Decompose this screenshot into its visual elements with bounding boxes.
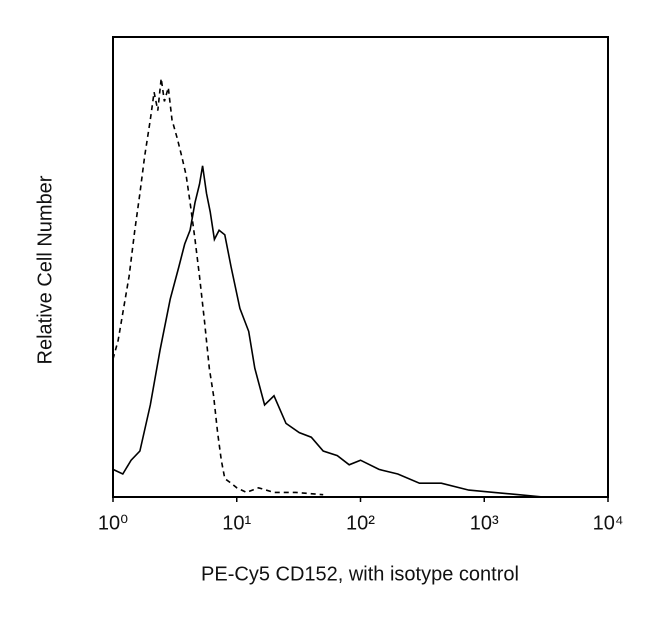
y-axis-label: Relative Cell Number [34,175,56,364]
x-tick-label: 10⁴ [593,512,624,534]
x-tick-label: 10² [346,512,375,534]
histogram-line [112,165,544,498]
x-tick-label: 10³ [470,512,499,534]
x-tick-label: 10¹ [222,512,251,534]
x-axis-label: PE-Cy5 CD152, with isotype control [201,563,519,585]
histogram-line [112,78,324,496]
plot-frame [112,36,609,498]
x-tick-label: 10⁰ [98,512,128,534]
